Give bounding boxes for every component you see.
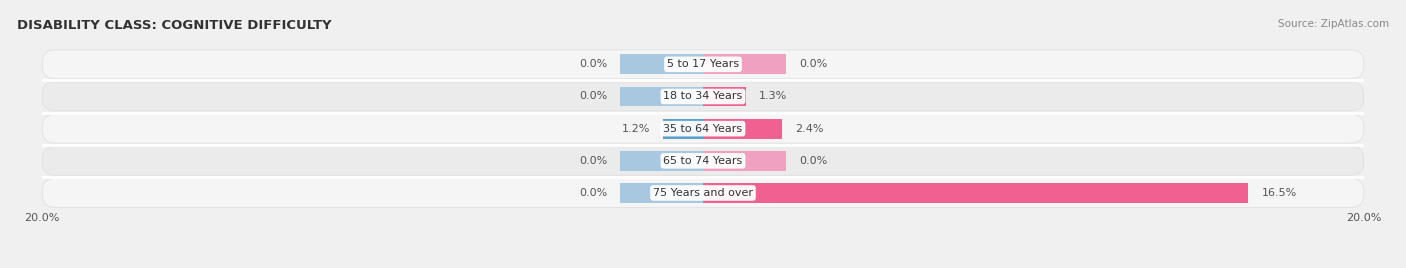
- Bar: [620, 151, 703, 171]
- Text: DISABILITY CLASS: COGNITIVE DIFFICULTY: DISABILITY CLASS: COGNITIVE DIFFICULTY: [17, 19, 332, 32]
- Text: 0.0%: 0.0%: [579, 156, 607, 166]
- Text: 18 to 34 Years: 18 to 34 Years: [664, 91, 742, 102]
- Text: 1.2%: 1.2%: [621, 124, 650, 134]
- Text: 16.5%: 16.5%: [1261, 188, 1296, 198]
- Text: 1.3%: 1.3%: [759, 91, 787, 102]
- Text: Source: ZipAtlas.com: Source: ZipAtlas.com: [1278, 19, 1389, 29]
- Bar: [664, 119, 703, 139]
- Text: 0.0%: 0.0%: [799, 59, 827, 69]
- Text: 35 to 64 Years: 35 to 64 Years: [664, 124, 742, 134]
- Text: 0.0%: 0.0%: [579, 91, 607, 102]
- FancyBboxPatch shape: [42, 50, 1364, 79]
- Text: 0.0%: 0.0%: [579, 188, 607, 198]
- Text: 0.0%: 0.0%: [579, 59, 607, 69]
- Bar: [703, 54, 786, 74]
- Text: 0.0%: 0.0%: [799, 156, 827, 166]
- Text: 5 to 17 Years: 5 to 17 Years: [666, 59, 740, 69]
- Bar: [703, 119, 782, 139]
- Text: 75 Years and over: 75 Years and over: [652, 188, 754, 198]
- FancyBboxPatch shape: [42, 82, 1364, 111]
- Bar: [703, 151, 786, 171]
- Bar: [620, 87, 703, 106]
- Bar: [620, 54, 703, 74]
- Text: 65 to 74 Years: 65 to 74 Years: [664, 156, 742, 166]
- Bar: [620, 183, 703, 203]
- FancyBboxPatch shape: [42, 178, 1364, 207]
- Bar: [703, 87, 747, 106]
- FancyBboxPatch shape: [42, 114, 1364, 143]
- Text: 2.4%: 2.4%: [796, 124, 824, 134]
- Bar: [703, 183, 1249, 203]
- FancyBboxPatch shape: [42, 146, 1364, 175]
